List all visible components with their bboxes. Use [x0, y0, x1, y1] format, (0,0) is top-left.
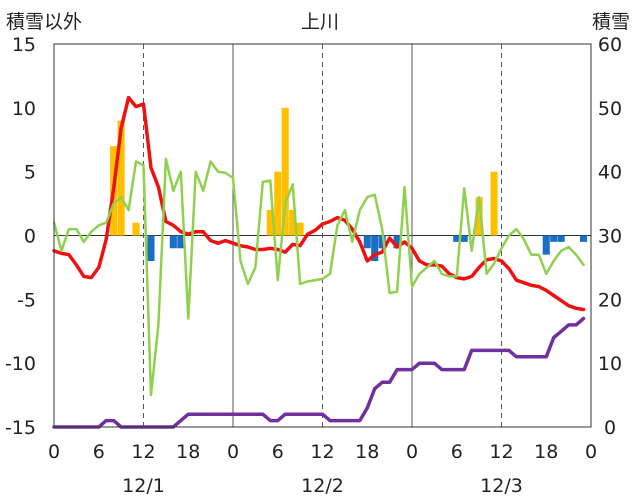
bar-blue: [371, 235, 379, 262]
left-tick-label: -10: [5, 353, 36, 375]
date-label: 12/1: [122, 475, 165, 497]
left-tick-label: -15: [5, 417, 36, 439]
series-line-green: [52, 157, 585, 397]
x-tick-label: 0: [48, 441, 60, 463]
date-label: 12/2: [301, 475, 344, 497]
left-tick-label: 15: [12, 34, 36, 56]
left-tick-label: 0: [24, 226, 36, 248]
right-tick-label: 40: [598, 162, 622, 184]
x-tick-label: 0: [227, 441, 239, 463]
x-tick-label: 6: [272, 441, 284, 463]
bar-blue: [579, 235, 588, 242]
right-axis-title: 積雪: [592, 11, 630, 33]
plot-frame: [53, 43, 592, 428]
bar-orange: [296, 222, 304, 236]
bar-blue: [393, 235, 401, 249]
bar-blue: [557, 235, 565, 242]
left-tick-label: 10: [12, 98, 36, 120]
right-tick-label: 0: [604, 417, 616, 439]
x-tick-label: 18: [176, 441, 200, 463]
bar-blue: [177, 235, 185, 249]
x-tick-label: 12: [310, 441, 334, 463]
right-tick-label: 10: [598, 353, 622, 375]
bar-blue: [542, 235, 550, 255]
bar-orange: [274, 171, 282, 236]
bar-blue: [378, 235, 386, 249]
x-tick-label: 6: [93, 441, 105, 463]
bar-blue: [169, 235, 177, 249]
right-tick-label: 60: [598, 34, 622, 56]
bar-orange: [266, 209, 274, 236]
bar-orange: [289, 209, 297, 236]
bar-orange: [281, 107, 289, 236]
x-tick-label: 18: [355, 441, 379, 463]
bar-orange: [475, 197, 483, 236]
bar-orange: [117, 120, 125, 236]
left-axis-title: 積雪以外: [6, 11, 82, 33]
bar-orange: [132, 222, 140, 236]
right-tick-label: 30: [598, 226, 622, 248]
bar-blue: [453, 235, 461, 242]
date-label: 12/3: [480, 475, 523, 497]
bar-blue: [147, 235, 155, 262]
bar-orange: [490, 171, 498, 236]
x-tick-label: 18: [534, 441, 558, 463]
chart-title: 上川: [301, 11, 339, 33]
bar-blue: [460, 235, 468, 242]
x-tick-label: 12: [489, 441, 513, 463]
axes-layer: [53, 43, 592, 428]
right-tick-label: 50: [598, 98, 622, 120]
x-tick-label: 0: [585, 441, 597, 463]
bar-blue: [550, 235, 558, 242]
bar-blue: [363, 235, 371, 249]
x-tick-label: 12: [131, 441, 155, 463]
x-tick-label: 0: [406, 441, 418, 463]
right-tick-label: 20: [598, 289, 622, 311]
x-tick-label: 6: [451, 441, 463, 463]
left-tick-label: 5: [24, 162, 36, 184]
left-tick-label: -5: [17, 289, 36, 311]
